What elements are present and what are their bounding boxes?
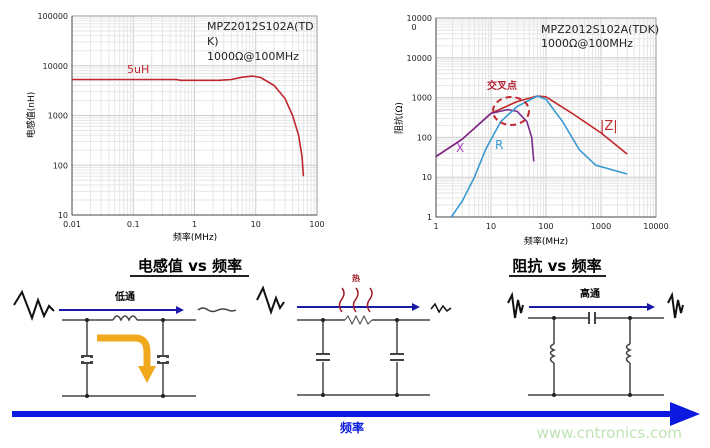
y-axis-label: 电感值(nH) [25,92,37,139]
y-tick-label: 10000 [407,54,432,63]
frequency-axis-arrow [12,411,672,417]
frequency-axis-label: 频率 [340,420,364,435]
capacitor-icon [588,312,596,324]
frequency-arrow-head [670,402,700,426]
bypass-arrow-head [138,366,156,383]
chart-annotation-2: K) [207,35,219,48]
resistive-circuit: 热 [256,273,452,397]
y-tick-label: 10000 [43,62,68,71]
x-tick-label: 10 [486,222,496,231]
section-title-impedance: 阻抗 vs 频率 [512,257,601,275]
output-signal-icon [430,302,452,314]
arrow-head [647,303,655,311]
x-tick-label: 1000 [591,222,611,231]
capacitor-icon [316,353,404,361]
heat-label: 热 [352,273,360,283]
crossover-circle [492,96,530,126]
highpass-circuit: 高通 [507,287,684,397]
inductance-chart: 0.01 0.1 1 10 100 10 100 1000 10000 100000 MPZ201… [25,12,325,243]
y-tick-label: 100 [417,133,432,142]
section-title-inductance: 电感值 vs 频率 [138,257,242,275]
bypass-arrow [97,334,151,368]
series-label-z: |Z| [600,119,618,134]
capacitor-icon [81,356,169,363]
arrow-head [412,303,420,311]
x-axis-label: 频率(MHz) [173,231,217,243]
y-tick-label: 100000 [37,12,68,21]
series-label-x: X [456,141,464,155]
chart-annotation-1: MPZ2012S102A(TD [207,20,314,33]
input-signal-icon [256,285,285,316]
x-tick-label: 0.01 [63,220,81,229]
x-tick-label: 1 [433,222,438,231]
chart-annotation-1: MPZ2012S102A(TDK) [541,23,659,36]
resistor-icon [344,314,373,326]
x-tick-label: 100 [538,222,553,231]
y-tick-label: 10 [58,211,68,220]
y-tick-label: 1 [427,213,432,222]
lowpass-label: 低通 [114,290,135,303]
series-line-r [450,95,628,218]
crossover-label: 交叉点 [487,79,517,92]
y-tick-label: 1000 [412,94,432,103]
chart-annotation-2: 1000Ω@100MHz [541,37,633,50]
chart-annotation-3: 1000Ω@100MHz [207,50,299,63]
output-signal-icon [667,291,684,319]
y-tick-label: 10000 [407,14,432,23]
x-tick-label: 1 [192,220,197,229]
inductor-icon [549,343,632,364]
x-tick-label: 100 [309,220,324,229]
input-signal-icon [507,291,524,319]
y-tick-label: 10 [422,173,432,182]
y-tick-label: 0 [411,23,416,32]
series-line-5uh [72,75,305,177]
x-tick-label: 10 [251,220,261,229]
y-tick-label: 100 [53,161,68,170]
highpass-label: 高通 [580,287,600,300]
x-tick-label: 10000 [643,222,668,231]
series-label-r: R [495,138,503,152]
lowpass-circuit: 低通 [13,289,237,398]
x-axis-label: 频率(MHz) [524,235,568,247]
watermark: www.cntronics.com [537,424,682,442]
arrow-head [176,306,184,314]
input-signal-icon [13,289,55,321]
y-tick-label: 1000 [48,112,68,121]
output-signal-icon [197,307,237,313]
y-axis-label: 阻抗(Ω) [393,102,405,134]
x-tick-label: 0.1 [127,220,140,229]
heat-waves-icon [338,287,373,313]
series-label-5uh: 5uH [127,63,149,76]
inductor-icon [112,315,138,322]
